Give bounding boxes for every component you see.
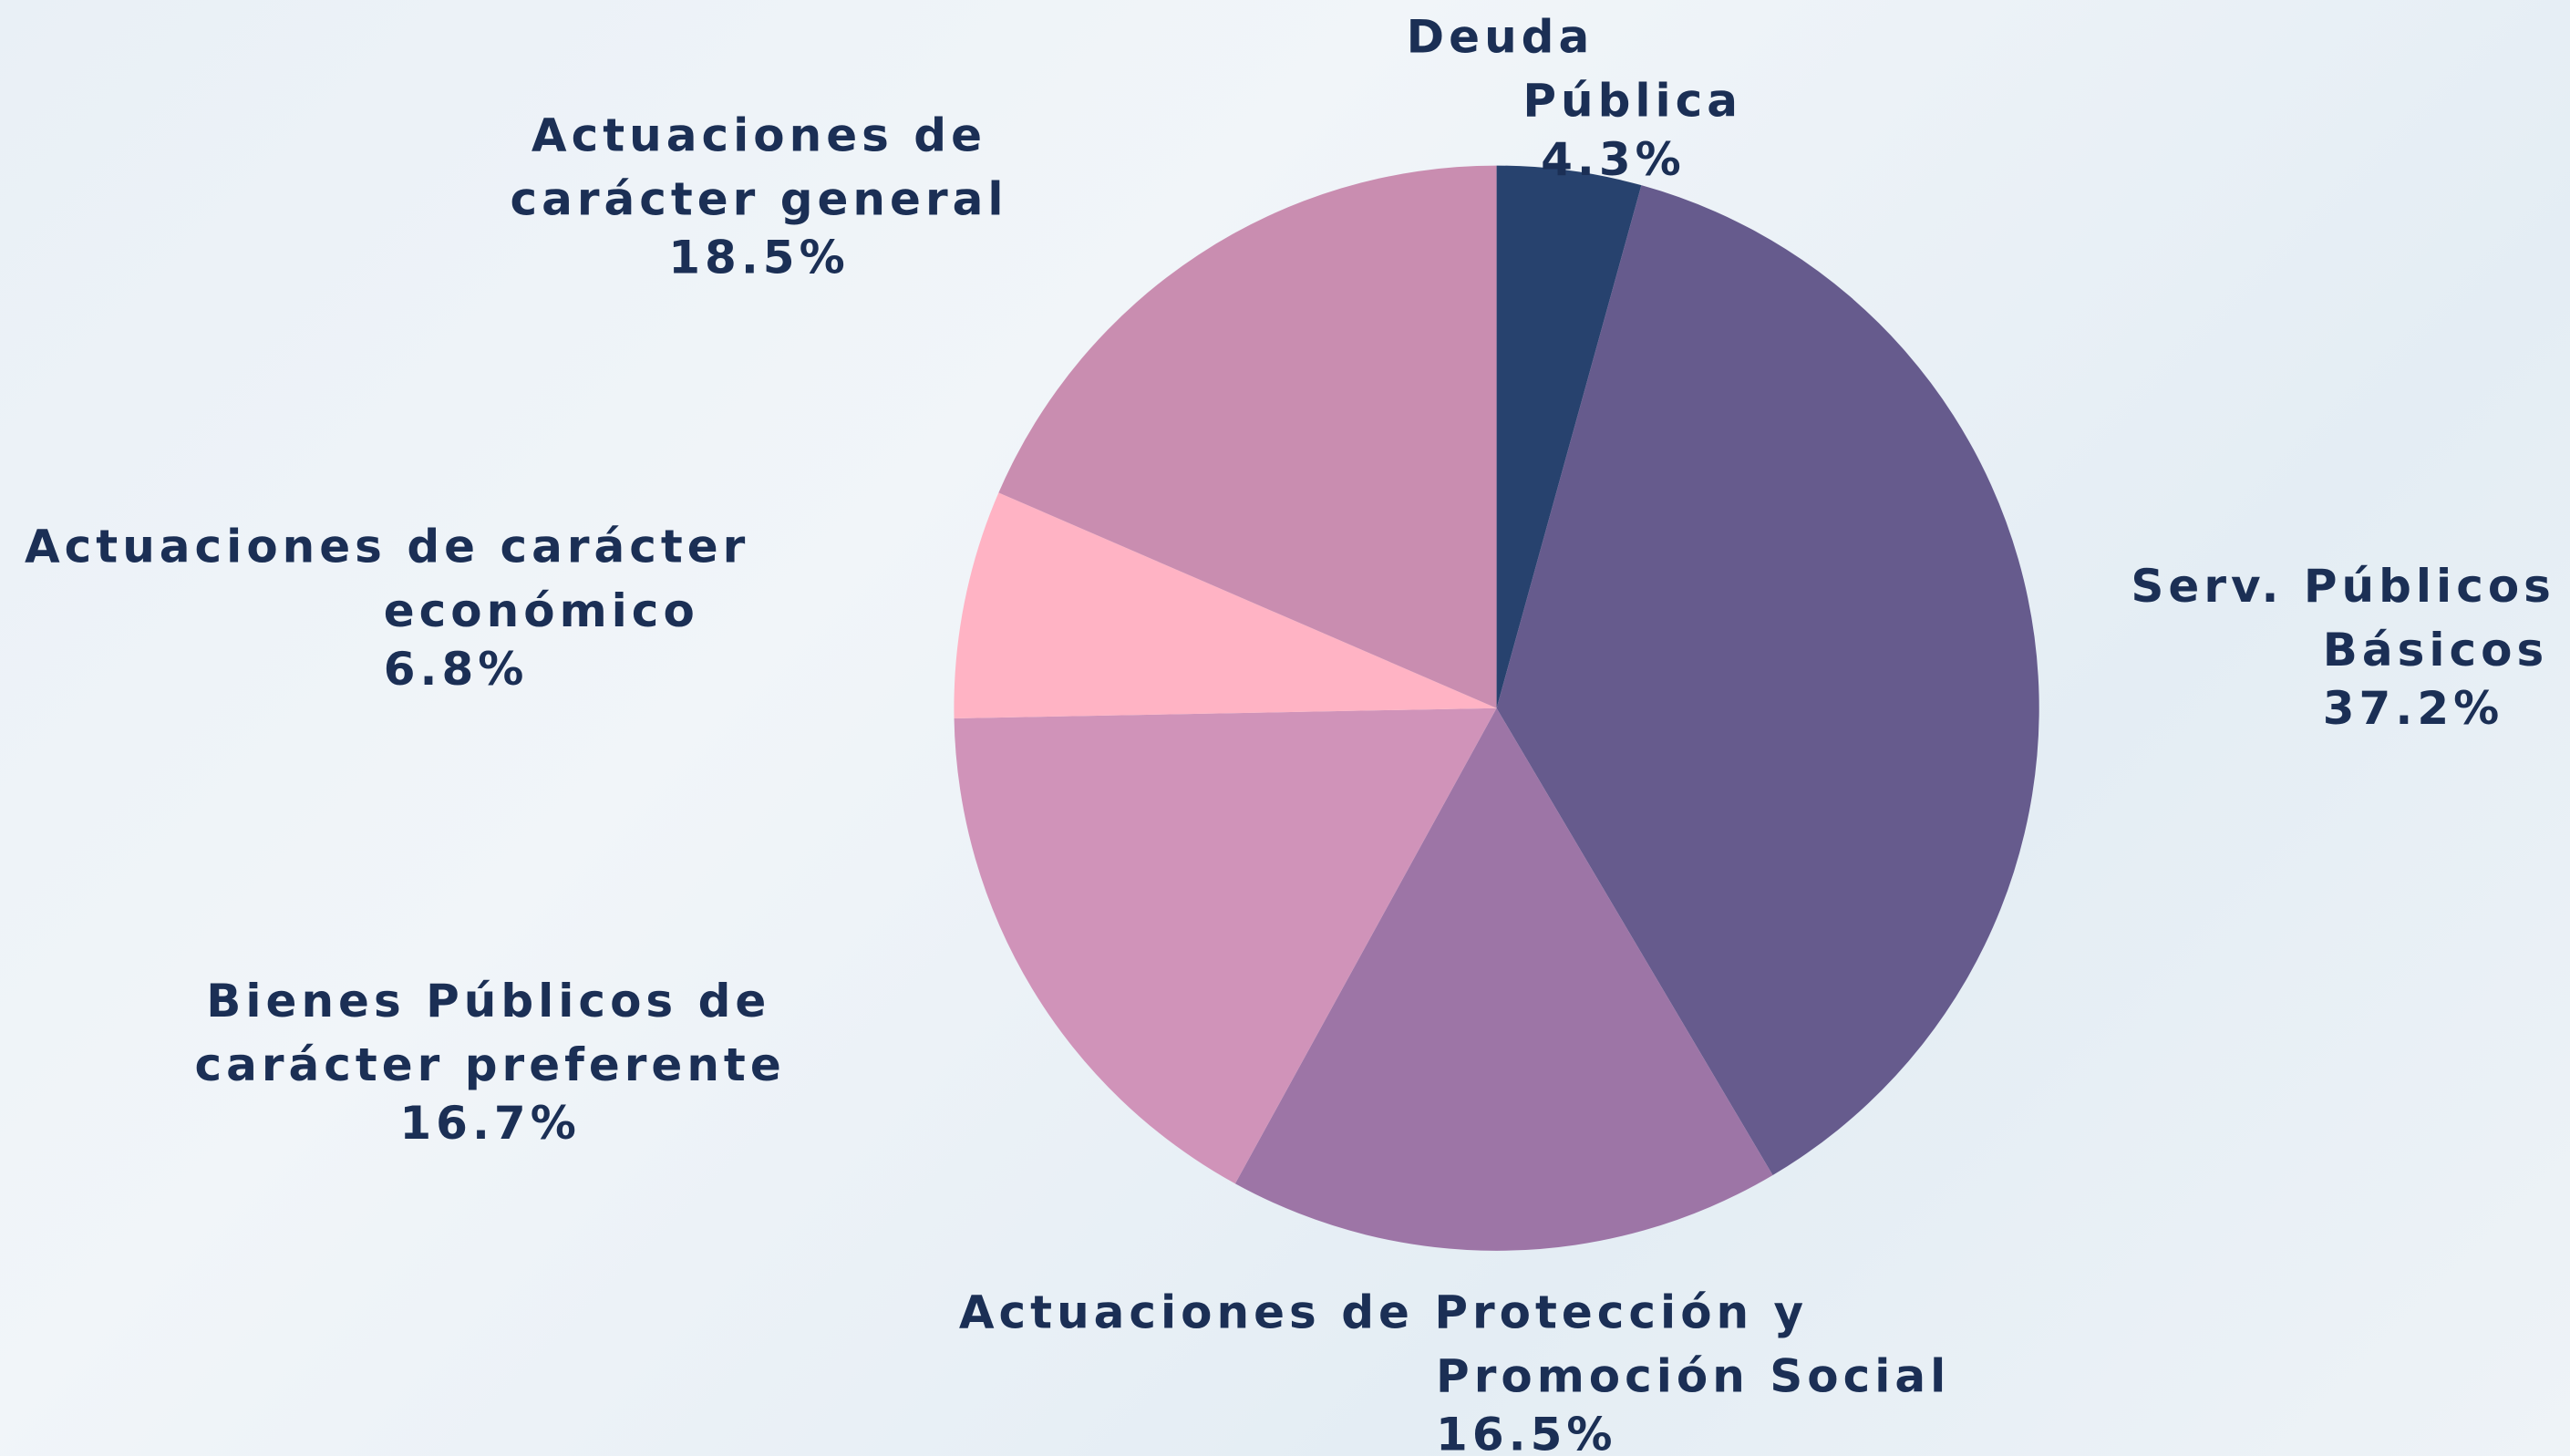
value-label: 16.5%	[1436, 1409, 1616, 1456]
slice-label: Deuda	[1407, 11, 1595, 64]
slice-label: Bienes Públicos de	[206, 975, 770, 1027]
slice-label: económico	[384, 584, 699, 637]
slice-label: carácter preferente	[194, 1038, 785, 1091]
value-label: 16.7%	[399, 1097, 580, 1150]
value-label: 37.2%	[2323, 682, 2503, 735]
slice-label: Serv. Públicos	[2131, 560, 2555, 613]
pie-slice	[1496, 165, 1642, 708]
pie-slice	[1496, 185, 2039, 1175]
slice-label: Promoción Social	[1436, 1350, 1950, 1403]
value-label: 4.3%	[1541, 133, 1686, 186]
slice-label: carácter general	[510, 173, 1007, 226]
slice-label: Actuaciones de Protección y	[959, 1286, 1808, 1338]
pie-slice	[998, 165, 1497, 708]
pie-slice	[954, 707, 1497, 1184]
slice-label: Pública	[1522, 75, 1742, 128]
value-label: 6.8%	[384, 643, 529, 696]
pie-slice	[954, 492, 1497, 718]
value-label: 18.5%	[668, 232, 849, 284]
slice-label: Actuaciones de	[532, 108, 986, 161]
pie-slice	[1234, 707, 1773, 1251]
slice-label: Básicos	[2323, 624, 2549, 676]
slice-label: Actuaciones de carácter	[25, 521, 749, 573]
